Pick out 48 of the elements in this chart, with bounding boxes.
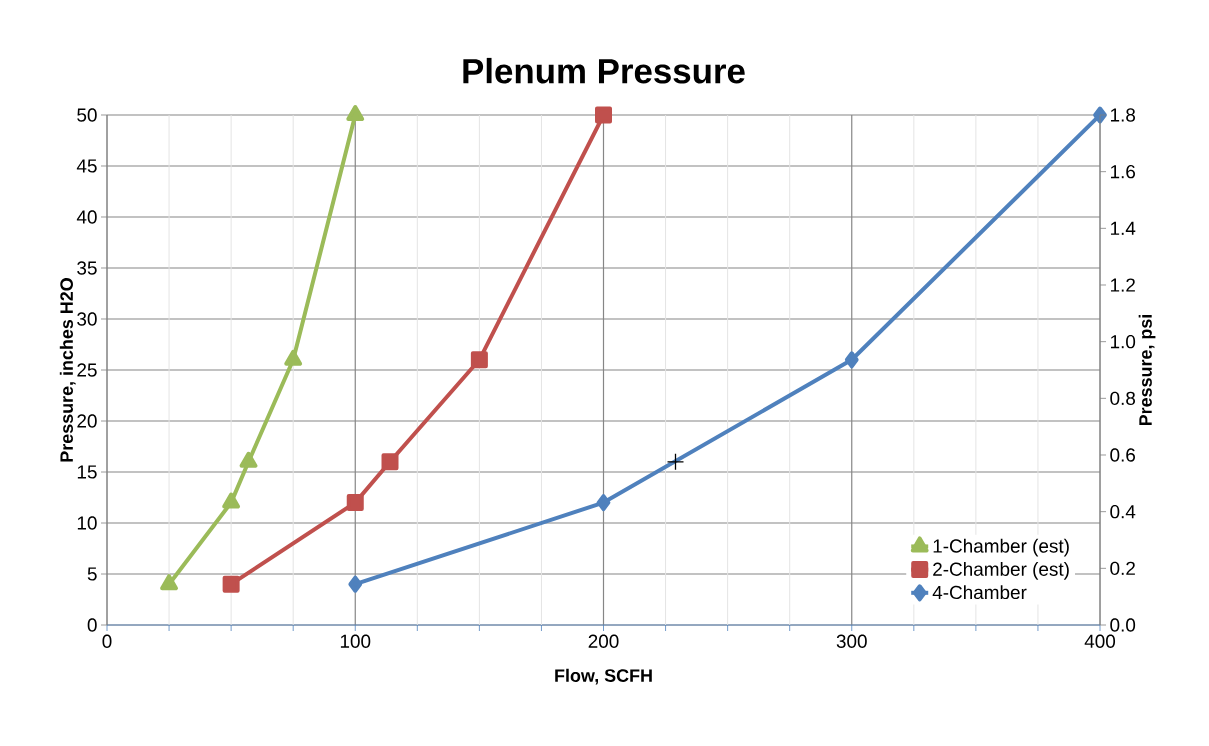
y-tick-label: 10 — [77, 516, 97, 530]
point — [596, 494, 611, 512]
y2-tick-label: 0.6 — [1110, 448, 1136, 462]
y2-tick-label: 0.0 — [1110, 618, 1136, 632]
y-tick-label: 50 — [77, 108, 97, 122]
y-tick-label: 25 — [77, 363, 97, 377]
y2-tick-label: 1.6 — [1110, 164, 1136, 179]
y-tick-label: 5 — [87, 567, 97, 581]
y2-tick-label: 0.2 — [1110, 561, 1135, 576]
point — [222, 575, 240, 593]
point — [595, 106, 612, 124]
y-tick-label: 0 — [87, 618, 97, 632]
legend-label: 4-Chamber — [932, 585, 1027, 600]
y-tick-label: 30 — [77, 312, 97, 326]
legend-label: 2-Chamber (est) — [933, 562, 1069, 580]
legend-label: 1-Chamber (est) — [933, 538, 1069, 557]
point — [239, 451, 258, 468]
y-axis-title: Pressure, inches H2O — [59, 278, 76, 462]
x-tick-label: 400 — [1084, 634, 1116, 648]
y-tick-label: 15 — [77, 465, 97, 479]
y2-tick-label: 0.8 — [1110, 391, 1136, 406]
point — [844, 351, 859, 369]
x-tick-label: 200 — [588, 634, 619, 648]
point — [160, 574, 178, 591]
point — [470, 351, 488, 369]
y2-tick-label: 1.2 — [1110, 278, 1135, 292]
point — [346, 494, 364, 512]
x-tick-label: 0 — [102, 634, 112, 648]
point — [1093, 106, 1107, 124]
x-tick-label: 300 — [836, 634, 867, 648]
y-tick-label: 40 — [76, 210, 97, 224]
point — [284, 349, 303, 366]
y2-tick-label: 1.4 — [1110, 221, 1136, 235]
y-tick-label: 20 — [77, 414, 97, 428]
point — [222, 492, 241, 509]
point — [346, 105, 365, 121]
chart-title: Plenum Pressure — [463, 57, 745, 84]
point — [666, 453, 685, 471]
x-tick-label: 100 — [340, 634, 371, 648]
y2-tick-label: 1.8 — [1110, 108, 1136, 122]
x-axis-title: Flow, SCFH — [555, 668, 652, 685]
y-tick-label: 35 — [77, 261, 97, 275]
y2-tick-label: 0.4 — [1110, 504, 1136, 519]
y2-tick-label: 1.0 — [1110, 334, 1136, 349]
point — [348, 575, 363, 593]
y-tick-label: 45 — [76, 159, 97, 173]
y2-axis-title: Pressure, psi — [1138, 314, 1156, 426]
point — [381, 453, 399, 471]
